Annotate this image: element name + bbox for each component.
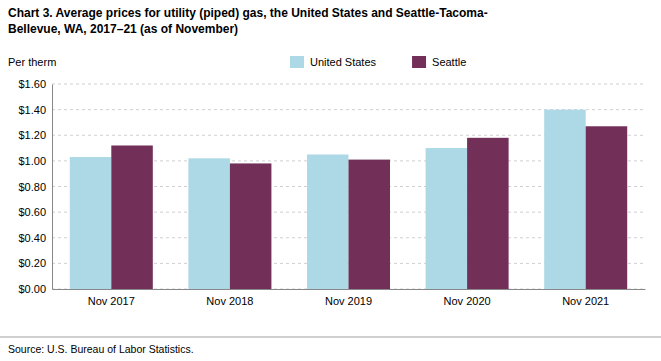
legend-label: Seattle (432, 56, 466, 68)
title: Chart 3. Average prices for utility (pip… (8, 6, 488, 20)
y-axis-label: Per therm (8, 56, 56, 68)
y-tick-label: $1.00 (18, 155, 46, 167)
bar (230, 163, 272, 289)
grid (52, 84, 645, 289)
legend-item: Seattle (412, 56, 466, 68)
bar (188, 158, 230, 289)
x-axis: Nov 2017 Nov 2018 Nov 2019 Nov 2020 Nov 2021 (53, 289, 646, 307)
bar (426, 148, 468, 289)
grid-line (52, 84, 645, 85)
y-tick-label: $0.40 (18, 232, 46, 244)
y-tick-label: $1.40 (18, 104, 46, 116)
x-tick: Nov 2021 (562, 289, 609, 307)
bar (349, 160, 391, 289)
title: Bellevue, WA, 2017–21 (as of November) (8, 22, 238, 36)
y-tick-label: $0.20 (18, 257, 46, 269)
bar (70, 157, 112, 289)
y-tick: $1.00 (18, 155, 52, 167)
bar (586, 126, 628, 289)
x-tick-label: Nov 2020 (444, 295, 491, 307)
x-tick: Nov 2020 (444, 289, 491, 307)
x-axis-line (53, 289, 646, 290)
x-tick: Nov 2019 (325, 289, 372, 307)
legend-label: United States (310, 56, 377, 68)
footer-rule (0, 337, 661, 338)
title-group: Chart 3. Average prices for utility (pip… (8, 6, 488, 36)
y-axis: $0.00 $0.20 $0.40 $0.60 $0.80 $1.00 $1.20 $1.40… (18, 78, 52, 295)
y-tick: $0.20 (18, 257, 52, 269)
bar (111, 146, 153, 290)
x-tick-label: Nov 2017 (88, 295, 135, 307)
bar (544, 110, 586, 289)
legend: United States Seattle (290, 56, 466, 68)
series (111, 126, 627, 289)
y-tick: $0.60 (18, 206, 52, 218)
x-tick-label: Nov 2019 (325, 295, 372, 307)
plot: $0.00 $0.20 $0.40 $0.60 $0.80 $1.00 $1.20 $1.40… (18, 78, 645, 307)
chart: Chart 3. Average prices for utility (pip… (0, 0, 661, 361)
x-tick: Nov 2018 (206, 289, 253, 307)
y-tick-label: $1.20 (18, 129, 46, 141)
bars (70, 110, 627, 289)
y-axis-line (52, 85, 53, 290)
series (70, 110, 586, 289)
y-tick: $1.60 (18, 78, 52, 90)
x-tick-label: Nov 2021 (562, 295, 609, 307)
x-tick-label: Nov 2018 (206, 295, 253, 307)
y-tick-label: $0.00 (18, 283, 46, 295)
y-tick: $0.00 (18, 283, 52, 295)
y-tick: $0.40 (18, 232, 52, 244)
legend-swatch (412, 56, 426, 68)
source: Source: U.S. Bureau of Labor Statistics. (8, 343, 194, 355)
y-tick: $1.40 (18, 104, 52, 116)
x-tick: Nov 2017 (88, 289, 135, 307)
y-tick-label: $0.80 (18, 181, 46, 193)
y-tick: $1.20 (18, 129, 52, 141)
legend-item: United States (290, 56, 377, 68)
bar (467, 138, 509, 289)
legend-swatch (290, 56, 304, 68)
y-tick: $0.80 (18, 181, 52, 193)
bar (307, 154, 349, 289)
y-tick-label: $1.60 (18, 78, 46, 90)
y-tick-label: $0.60 (18, 206, 46, 218)
